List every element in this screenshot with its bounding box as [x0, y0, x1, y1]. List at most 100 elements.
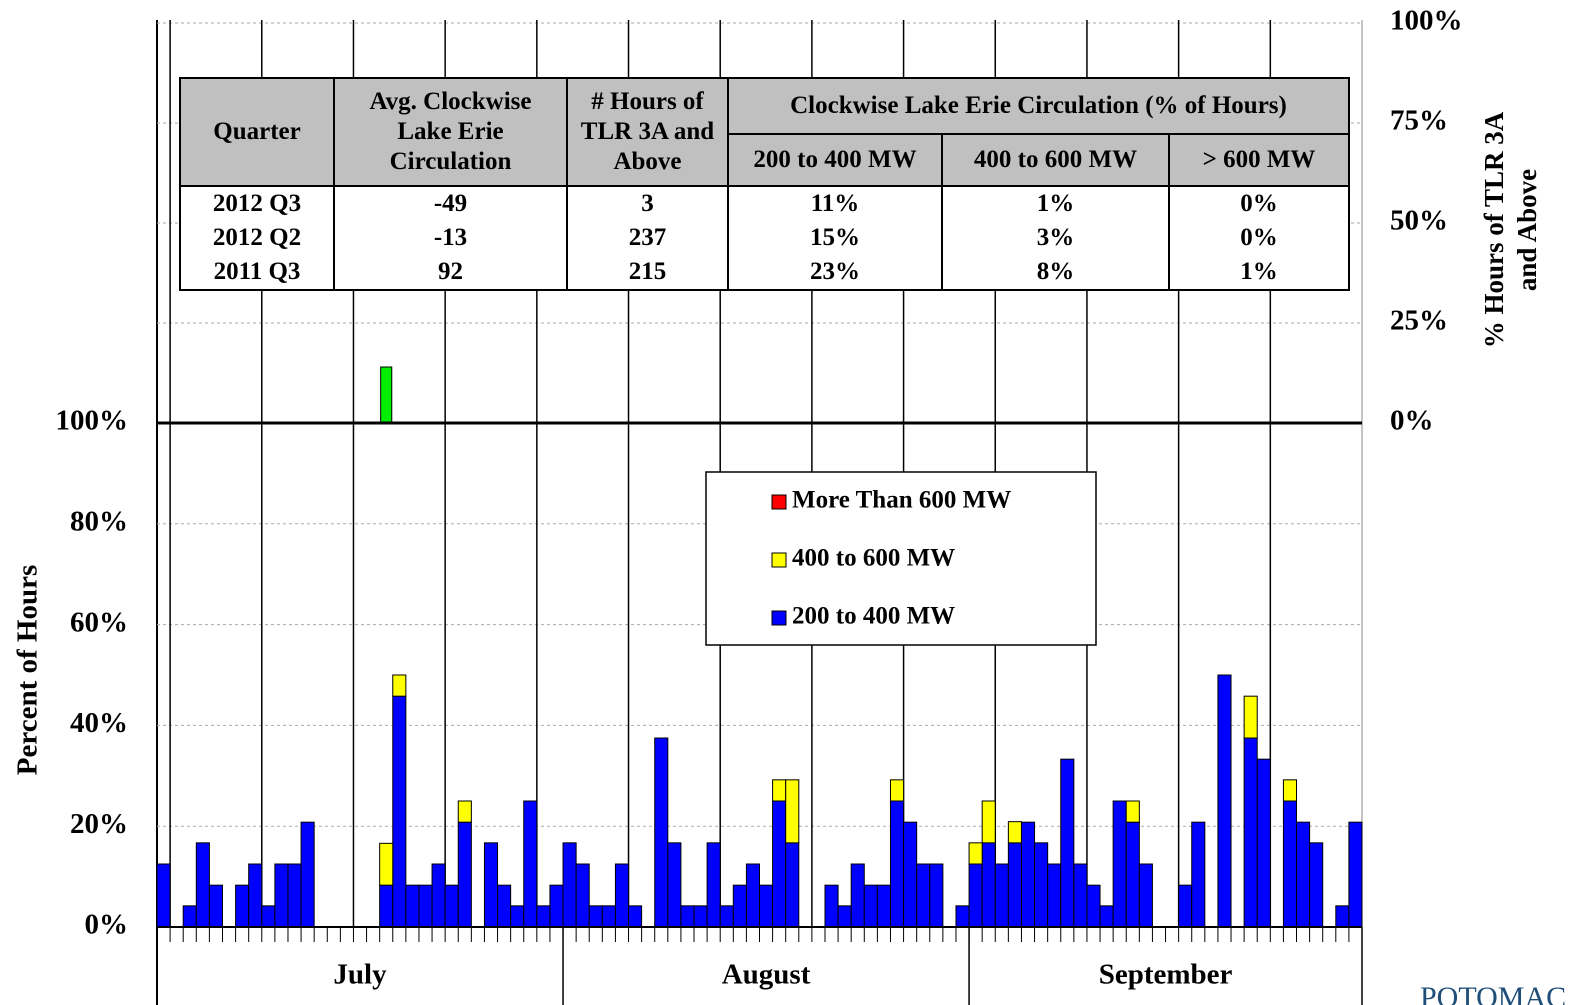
y-tick-label: 100%	[56, 405, 129, 437]
header-cell: Avg. Clockwise Lake Erie Circulation	[333, 78, 567, 186]
bar-segment	[981, 800, 996, 844]
table-cell: 2011 Q3	[213, 258, 301, 285]
bar-segment	[261, 905, 276, 928]
bar-segment	[431, 863, 446, 928]
bar-segment	[1099, 905, 1114, 928]
bar-segment	[457, 800, 472, 823]
bar-segment	[745, 863, 760, 928]
table-cell: -49	[333, 185, 567, 221]
bar-segment	[1282, 800, 1298, 928]
legend-swatch	[771, 552, 787, 568]
bar-segment	[182, 905, 197, 928]
bar-segment	[1335, 905, 1350, 928]
bar-segment	[1034, 842, 1049, 928]
legend-label: More Than 600 MW	[792, 487, 1011, 514]
bar-segment	[824, 884, 839, 928]
group-label: July	[333, 959, 387, 991]
bar-segment	[497, 884, 512, 928]
bar-segment	[929, 863, 944, 928]
y2-tick-label: 50%	[1390, 205, 1448, 237]
bar-segment	[418, 884, 433, 928]
table-cell: 1%	[1168, 255, 1349, 290]
bar-segment	[876, 884, 891, 928]
legend-label: 200 to 400 MW	[792, 603, 955, 630]
header-cell: 400 to 600 MW	[941, 133, 1169, 186]
table-row: 2012 Q3 -49 3 11% 1% 0%	[180, 185, 1349, 221]
table-row: 2012 Q2 -13 237 15% 3% 0%	[180, 221, 1349, 255]
bar-segment	[1256, 758, 1271, 928]
y2-tick-label: 0%	[1390, 405, 1434, 437]
bar-segment	[1112, 800, 1127, 928]
table-cell: -13	[333, 221, 567, 255]
bar-segment	[863, 884, 878, 928]
bar-segment	[759, 884, 774, 928]
legend-box	[705, 471, 1097, 646]
bar-segment	[850, 863, 865, 928]
table-cell: 92	[333, 255, 567, 290]
table-row: 2011 Q3 92 215 23% 8% 1%	[180, 255, 1349, 290]
bar-segment	[287, 863, 302, 928]
y2-tick-label: 75%	[1390, 105, 1448, 137]
y-tick-label: 0%	[85, 909, 129, 941]
bar-segment	[1243, 737, 1258, 928]
y2-axis-title: % Hours of TLR 3A	[1479, 111, 1509, 348]
legend-swatch	[771, 494, 787, 510]
bar-segment	[968, 842, 983, 865]
bar-segment	[1020, 821, 1036, 928]
y-tick-label: 20%	[70, 808, 128, 840]
table-cell: 3	[566, 185, 728, 221]
bar-segment	[1309, 842, 1324, 928]
group-label: August	[722, 959, 811, 991]
bar-segment	[889, 800, 905, 928]
bar-segment	[1348, 821, 1363, 928]
bar-segment	[1296, 821, 1311, 928]
table-cell: 0%	[1168, 185, 1349, 221]
bar-segment	[300, 821, 315, 928]
bar-segment	[379, 842, 394, 886]
y-tick-label: 60%	[70, 606, 128, 638]
bar-segment	[1282, 779, 1298, 802]
bar-segment	[994, 863, 1009, 928]
bar-segment	[1125, 800, 1140, 823]
bar-segment	[457, 821, 472, 928]
table-cell: 2012 Q2	[212, 224, 302, 251]
tlr-bar	[380, 366, 393, 424]
bar-segment	[785, 842, 800, 928]
bar-segment	[614, 863, 630, 928]
header-cell: 200 to 400 MW	[727, 133, 942, 186]
bar-segment	[562, 842, 577, 928]
bar-segment	[483, 842, 499, 928]
bar-segment	[837, 905, 852, 928]
bar-segment	[523, 800, 538, 928]
bar-segment	[575, 863, 590, 928]
bar-segment	[719, 905, 734, 928]
legend-label: 400 to 600 MW	[792, 545, 955, 572]
bar-segment	[693, 905, 708, 928]
bar-segment	[274, 863, 289, 928]
y2-axis-title: and Above	[1512, 169, 1542, 291]
bar-segment	[628, 905, 643, 928]
y-tick-label: 80%	[70, 505, 128, 537]
bar-segment	[732, 884, 747, 928]
bar-segment	[392, 695, 407, 928]
bar-segment	[772, 800, 787, 928]
bar-segment	[1217, 674, 1232, 928]
header-cell: Clockwise Lake Erie Circulation (% of Ho…	[727, 78, 1349, 134]
bar-segment	[1007, 821, 1022, 844]
summary-table: Quarter Avg. Clockwise Lake Erie Circula…	[179, 77, 1350, 291]
bar-segment	[1138, 863, 1153, 928]
bar-segment	[1178, 884, 1193, 928]
table-cell: 23%	[727, 255, 942, 290]
bar-segment	[654, 737, 669, 928]
bar-segment	[195, 842, 210, 928]
y2-tick-label: 100%	[1390, 5, 1463, 37]
table-cell: 8%	[941, 255, 1169, 290]
table-body: 2012 Q3 -49 3 11% 1% 0% 2012 Q2 -13 237 15% 3% 0% 20…	[180, 185, 1349, 290]
bar-segment	[1243, 695, 1258, 739]
bar-segment	[1191, 821, 1206, 928]
bar-segment	[392, 674, 407, 697]
bar-segment	[981, 842, 996, 928]
table-cell: 237	[566, 221, 728, 255]
